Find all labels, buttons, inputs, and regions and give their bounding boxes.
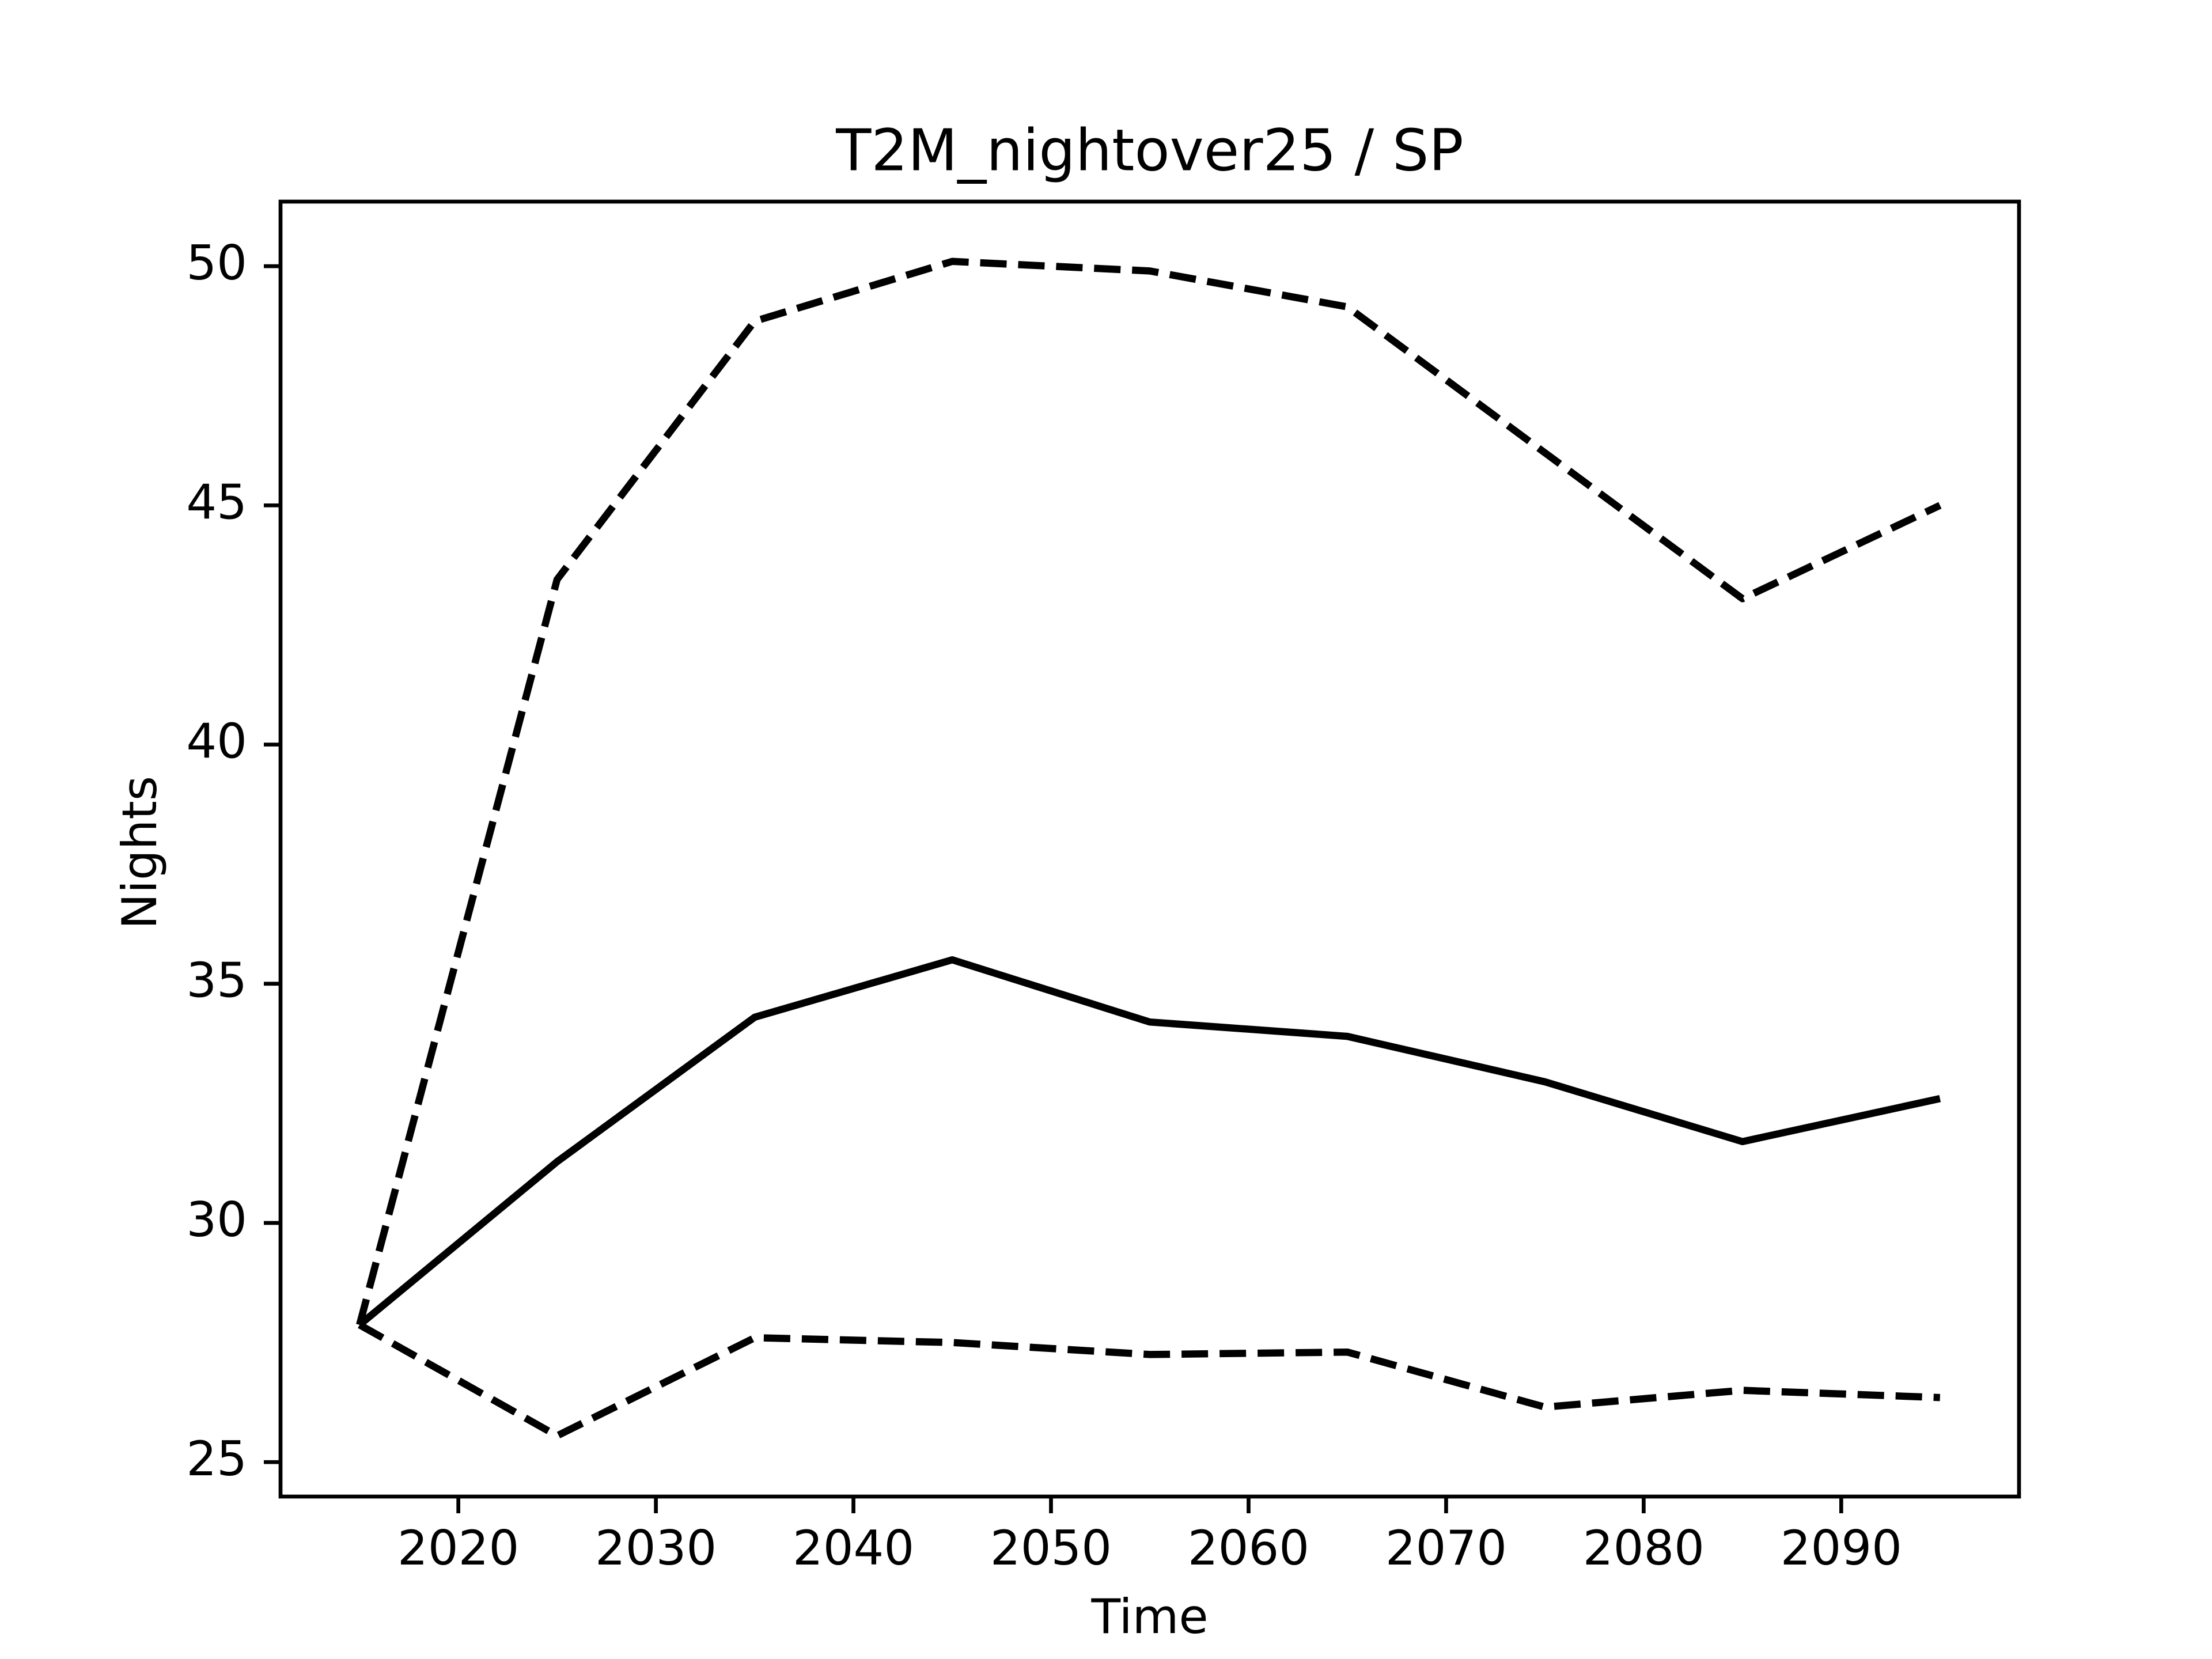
x-tick-label: 2040 xyxy=(793,1520,914,1576)
x-tick-label: 2030 xyxy=(595,1520,717,1576)
line-series xyxy=(357,956,1941,1328)
line-series xyxy=(358,1321,1941,1440)
y-tick-label: 25 xyxy=(186,1431,247,1487)
chart-title: T2M_nightover25 / SP xyxy=(835,116,1464,184)
y-tick-label: 30 xyxy=(186,1192,247,1248)
x-axis-label: Time xyxy=(1090,1589,1208,1645)
line-series xyxy=(356,257,1942,1326)
y-tick-label: 45 xyxy=(186,474,247,530)
y-axis-label: Nights xyxy=(112,776,168,929)
y-tick-label: 35 xyxy=(186,953,247,1009)
x-tick-label: 2020 xyxy=(397,1520,519,1576)
x-tick-label: 2070 xyxy=(1385,1520,1507,1576)
x-tick-label: 2060 xyxy=(1188,1520,1309,1576)
y-tick-label: 50 xyxy=(186,235,247,291)
plot-frame xyxy=(278,199,2021,1499)
x-tick-label: 2090 xyxy=(1781,1520,1902,1576)
y-tick-label: 40 xyxy=(186,713,247,769)
x-tick-label: 2080 xyxy=(1583,1520,1705,1576)
x-tick-label: 2050 xyxy=(990,1520,1112,1576)
